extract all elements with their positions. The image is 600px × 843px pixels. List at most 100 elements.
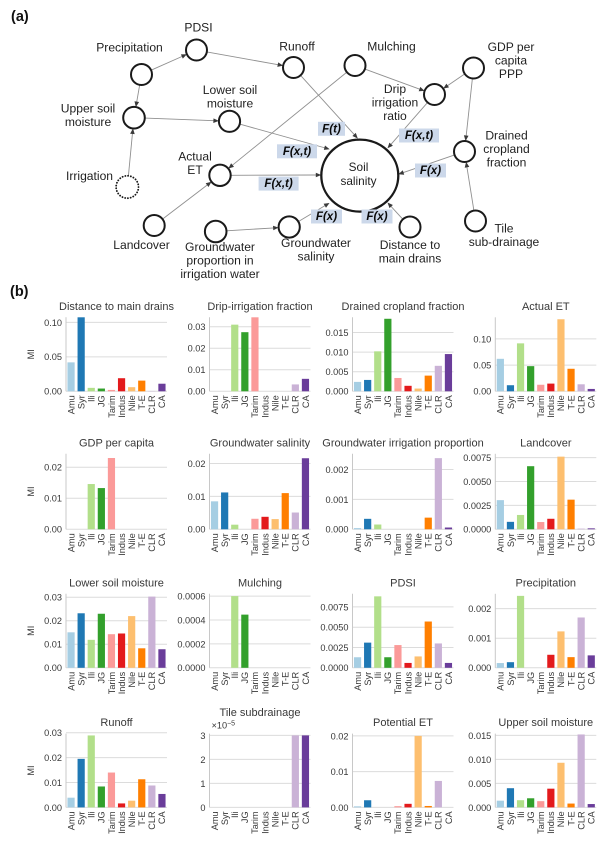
svg-text:Indus: Indus	[546, 671, 556, 694]
svg-text:Indus: Indus	[260, 671, 270, 694]
svg-text:Tarim: Tarim	[107, 671, 117, 694]
svg-text:Tarim: Tarim	[250, 671, 260, 694]
svg-text:CLR: CLR	[291, 811, 301, 830]
svg-text:Syr: Syr	[77, 672, 87, 686]
svg-text:Syr: Syr	[220, 672, 230, 686]
svg-text:CLR: CLR	[576, 671, 586, 690]
svg-text:Syr: Syr	[506, 672, 516, 686]
svg-text:moisture: moisture	[65, 115, 112, 129]
svg-text:Ili: Ili	[230, 533, 240, 540]
svg-text:Groundwater: Groundwater	[281, 236, 351, 250]
svg-text:MI: MI	[26, 626, 36, 636]
svg-text:Indus: Indus	[403, 671, 413, 694]
svg-text:CA: CA	[587, 394, 597, 408]
svg-text:(b): (b)	[10, 284, 29, 300]
svg-text:0.000: 0.000	[468, 803, 491, 813]
svg-text:0.10: 0.10	[44, 318, 62, 328]
svg-text:CLR: CLR	[291, 395, 301, 414]
svg-text:Indus: Indus	[117, 395, 127, 418]
svg-text:0.005: 0.005	[326, 367, 349, 377]
svg-text:0.03: 0.03	[44, 728, 62, 738]
svg-text:0.0025: 0.0025	[320, 643, 348, 653]
svg-text:GDP per: GDP per	[488, 40, 535, 54]
svg-text:0.05: 0.05	[473, 361, 491, 371]
svg-text:CA: CA	[444, 532, 454, 546]
svg-text:Syr: Syr	[77, 533, 87, 547]
svg-text:0.02: 0.02	[188, 344, 206, 354]
svg-text:PDSI: PDSI	[184, 21, 212, 35]
svg-text:F(x): F(x)	[366, 210, 387, 223]
svg-text:Indus: Indus	[546, 395, 556, 418]
svg-text:Nile: Nile	[127, 395, 137, 411]
svg-text:Amu: Amu	[496, 395, 506, 414]
svg-text:0.000: 0.000	[326, 387, 349, 397]
svg-text:Landcover: Landcover	[520, 437, 572, 449]
svg-text:JG: JG	[383, 533, 393, 545]
svg-text:0.0025: 0.0025	[463, 501, 491, 511]
svg-text:Amu: Amu	[66, 672, 76, 691]
svg-text:0.001: 0.001	[326, 495, 349, 505]
svg-text:Tarim: Tarim	[250, 811, 260, 834]
svg-text:0.01: 0.01	[188, 365, 206, 375]
svg-text:Tarim: Tarim	[250, 395, 260, 418]
svg-text:Nile: Nile	[270, 672, 280, 688]
svg-text:T-E: T-E	[281, 395, 291, 409]
svg-text:Groundwater salinity: Groundwater salinity	[210, 437, 311, 449]
svg-text:Indus: Indus	[546, 811, 556, 834]
svg-text:F(x,t): F(x,t)	[405, 129, 433, 142]
svg-text:irrigation: irrigation	[372, 96, 418, 110]
svg-text:T-E: T-E	[424, 672, 434, 686]
svg-text:T-E: T-E	[424, 395, 434, 409]
svg-text:0.00: 0.00	[473, 387, 491, 397]
svg-text:Ili: Ili	[87, 672, 97, 679]
svg-text:0.01: 0.01	[44, 778, 62, 788]
svg-text:Tile subdrainage: Tile subdrainage	[220, 707, 301, 719]
svg-text:Groundwater: Groundwater	[185, 240, 255, 254]
svg-text:0.0050: 0.0050	[463, 477, 491, 487]
svg-text:fraction: fraction	[487, 156, 527, 170]
svg-text:Amu: Amu	[353, 395, 363, 414]
svg-text:Nile: Nile	[270, 811, 280, 827]
svg-text:CLR: CLR	[147, 671, 157, 690]
svg-text:CLR: CLR	[434, 671, 444, 690]
svg-text:CLR: CLR	[434, 811, 444, 830]
svg-text:0.03: 0.03	[188, 322, 206, 332]
svg-text:Irrigation: Irrigation	[66, 169, 113, 183]
svg-text:salinity: salinity	[340, 174, 376, 188]
svg-text:Tarim: Tarim	[107, 811, 117, 834]
svg-text:0.015: 0.015	[326, 328, 349, 338]
svg-text:Indus: Indus	[117, 533, 127, 556]
svg-text:2: 2	[200, 755, 205, 765]
svg-text:T-E: T-E	[137, 811, 147, 825]
svg-text:T-E: T-E	[281, 533, 291, 547]
svg-text:Drained cropland fraction: Drained cropland fraction	[342, 301, 465, 313]
svg-text:F(x,t): F(x,t)	[264, 177, 292, 190]
svg-text:Actual ET: Actual ET	[522, 301, 570, 313]
svg-text:0.000: 0.000	[468, 663, 491, 673]
svg-text:0.0075: 0.0075	[320, 602, 348, 612]
svg-text:Ili: Ili	[87, 395, 97, 402]
svg-text:Amu: Amu	[496, 811, 506, 830]
svg-text:Precipitation: Precipitation	[96, 41, 163, 55]
svg-text:PPP: PPP	[499, 67, 523, 81]
svg-text:MI: MI	[26, 349, 36, 359]
svg-text:Ili: Ili	[230, 811, 240, 818]
svg-text:Indus: Indus	[260, 395, 270, 418]
svg-text:JG: JG	[240, 395, 250, 407]
svg-text:Syr: Syr	[220, 395, 230, 409]
svg-text:(a): (a)	[11, 9, 29, 25]
svg-text:Tarim: Tarim	[393, 811, 403, 834]
svg-text:MI: MI	[26, 486, 36, 496]
svg-text:F(x): F(x)	[420, 164, 441, 177]
svg-text:Amu: Amu	[210, 672, 220, 691]
svg-text:Tarim: Tarim	[250, 533, 260, 556]
svg-text:0.01: 0.01	[188, 492, 206, 502]
svg-text:Nile: Nile	[413, 533, 423, 549]
svg-text:Mulching: Mulching	[238, 577, 282, 589]
svg-text:Ili: Ili	[230, 395, 240, 402]
svg-text:0.00: 0.00	[331, 803, 349, 813]
svg-text:Lower soil moisture: Lower soil moisture	[69, 577, 164, 589]
svg-text:Ili: Ili	[373, 533, 383, 540]
svg-text:Indus: Indus	[260, 533, 270, 556]
svg-text:Nile: Nile	[127, 672, 137, 688]
